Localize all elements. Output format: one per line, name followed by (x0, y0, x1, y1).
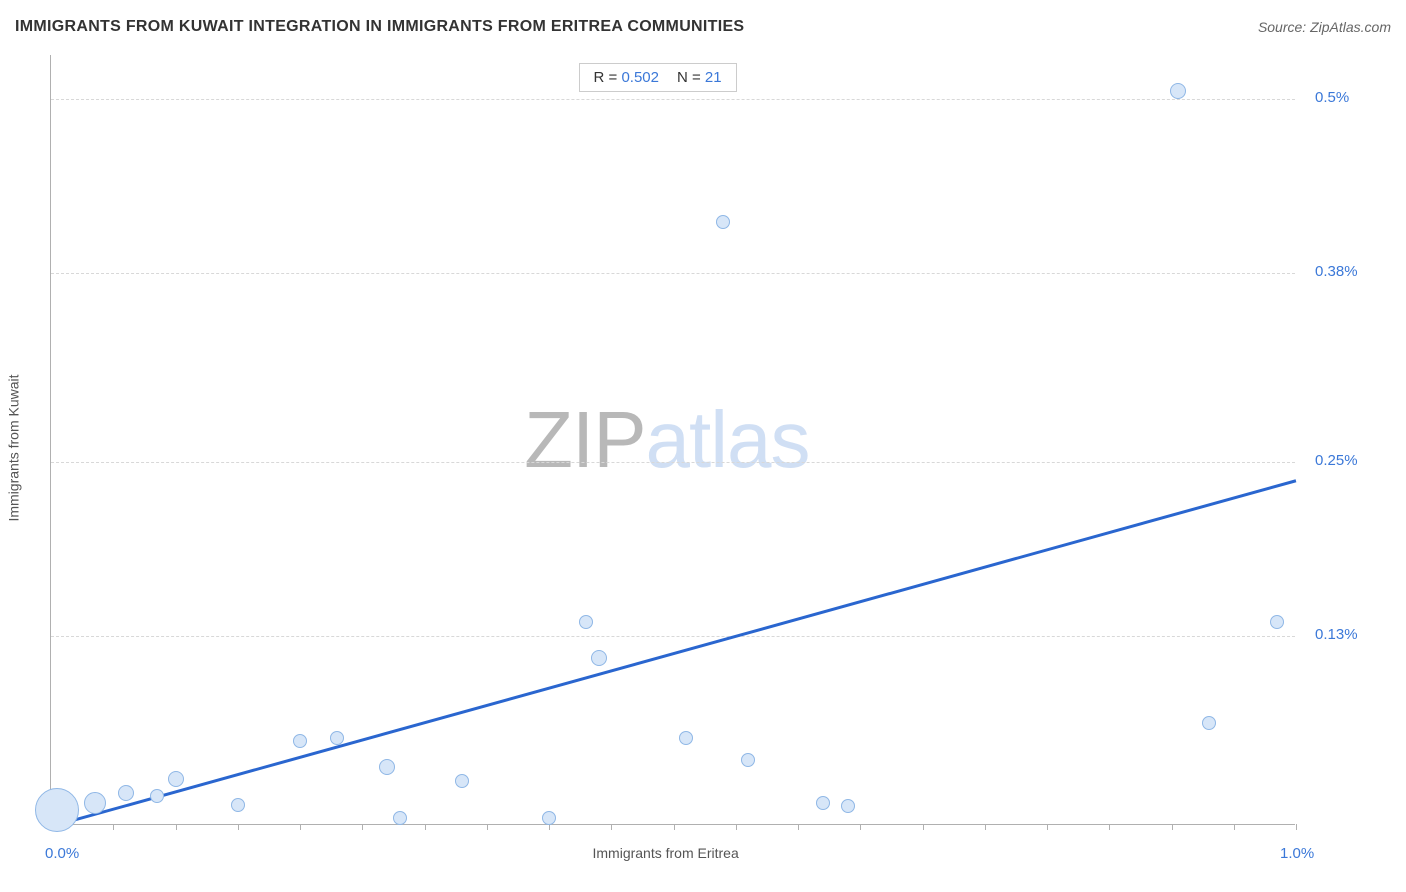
data-point (1202, 716, 1216, 730)
x-tick (611, 824, 612, 830)
gridline (51, 636, 1295, 637)
watermark-atlas: atlas (646, 395, 810, 484)
x-axis-label: Immigrants from Eritrea (593, 845, 739, 861)
x-tick (1047, 824, 1048, 830)
n-stat: N = 21 (677, 69, 722, 86)
plot-area: ZIPatlas R = 0.502 N = 21 (50, 55, 1295, 825)
r-stat: R = 0.502 (594, 69, 659, 86)
data-point (293, 734, 307, 748)
chart-header: IMMIGRANTS FROM KUWAIT INTEGRATION IN IM… (15, 18, 1391, 36)
x-tick (362, 824, 363, 830)
x-tick (736, 824, 737, 830)
x-tick (176, 824, 177, 830)
data-point (150, 789, 164, 803)
y-axis-label: Immigrants from Kuwait (6, 374, 22, 521)
data-point (1270, 615, 1284, 629)
watermark-zip: ZIP (524, 395, 645, 484)
gridline (51, 99, 1295, 100)
gridline (51, 462, 1295, 463)
x-tick (1109, 824, 1110, 830)
chart-title: IMMIGRANTS FROM KUWAIT INTEGRATION IN IM… (15, 18, 744, 36)
x-min-label: 0.0% (45, 845, 79, 862)
x-tick (798, 824, 799, 830)
x-tick (860, 824, 861, 830)
watermark: ZIPatlas (524, 394, 809, 486)
data-point (455, 774, 469, 788)
data-point (118, 785, 134, 801)
x-tick (300, 824, 301, 830)
data-point (841, 799, 855, 813)
data-point (741, 753, 755, 767)
x-tick (674, 824, 675, 830)
data-point (1170, 83, 1186, 99)
data-point (35, 788, 79, 832)
y-grid-label: 0.5% (1315, 89, 1349, 106)
x-tick (1296, 824, 1297, 830)
y-grid-label: 0.13% (1315, 626, 1358, 643)
x-tick (549, 824, 550, 830)
data-point (591, 650, 607, 666)
trendline (51, 479, 1297, 827)
data-point (231, 798, 245, 812)
data-point (816, 796, 830, 810)
chart-source: Source: ZipAtlas.com (1258, 19, 1391, 35)
x-tick (1172, 824, 1173, 830)
gridline (51, 273, 1295, 274)
x-tick (238, 824, 239, 830)
data-point (168, 771, 184, 787)
data-point (579, 615, 593, 629)
x-tick (923, 824, 924, 830)
data-point (679, 731, 693, 745)
x-tick (113, 824, 114, 830)
x-tick (985, 824, 986, 830)
data-point (379, 759, 395, 775)
y-grid-label: 0.38% (1315, 263, 1358, 280)
x-max-label: 1.0% (1280, 845, 1314, 862)
data-point (716, 215, 730, 229)
x-tick (425, 824, 426, 830)
data-point (330, 731, 344, 745)
data-point (84, 792, 106, 814)
x-tick (1234, 824, 1235, 830)
x-tick (487, 824, 488, 830)
data-point (542, 811, 556, 825)
y-grid-label: 0.25% (1315, 452, 1358, 469)
stats-legend: R = 0.502 N = 21 (579, 63, 737, 92)
data-point (393, 811, 407, 825)
